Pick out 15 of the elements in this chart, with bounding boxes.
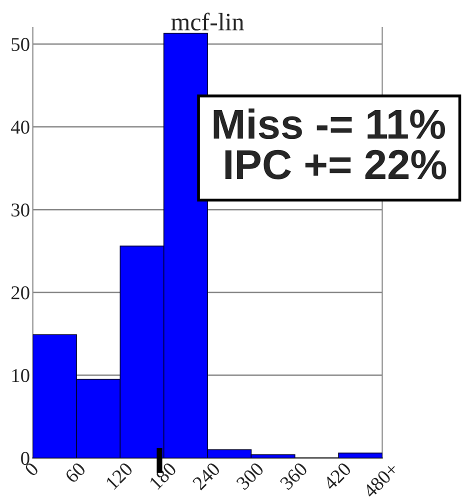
x-tick-label: 360	[279, 462, 308, 490]
x-tick-label: 480+	[362, 462, 400, 499]
y-tick-label: 10	[12, 369, 30, 382]
x-tick-label: 120	[105, 462, 134, 490]
y-tick-label: 30	[12, 203, 30, 217]
y-tick-label: 0	[21, 452, 30, 465]
x-tick-label: 300	[236, 462, 264, 490]
annotation: Miss -= 11% IPC += 22%	[214, 108, 446, 180]
y-tick-label: 40	[10, 120, 30, 134]
chart-title: mcf-lin	[171, 12, 244, 31]
x-tick-label: 240	[192, 462, 221, 490]
x-tick-label: 420	[322, 462, 352, 491]
x-tick-label: 60	[64, 462, 86, 484]
y-tick-label: 20	[11, 286, 30, 300]
y-tick-label: 50	[12, 38, 30, 51]
